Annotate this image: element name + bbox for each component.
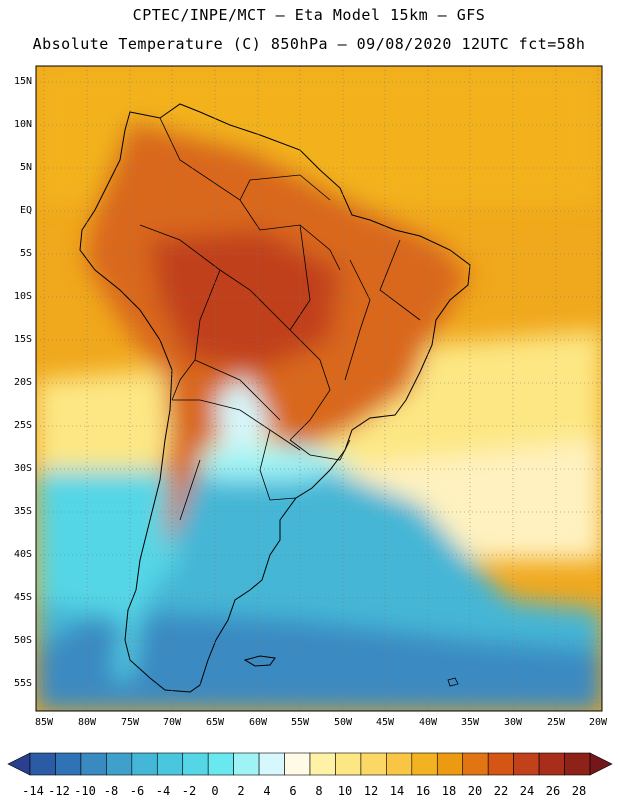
lon-label: 70W <box>162 717 182 728</box>
colorbar-cell <box>360 752 387 776</box>
andes-strip <box>115 470 170 680</box>
colorbar-label: -10 <box>74 784 96 798</box>
lon-label: 25W <box>546 717 566 728</box>
colorbar-label: 4 <box>263 784 271 798</box>
colorbar-label: 20 <box>467 784 483 798</box>
cold-tongue-2 <box>200 445 360 480</box>
colorbar-cell <box>156 752 184 776</box>
lat-label: 15S <box>13 334 32 345</box>
colorbar-cell <box>564 752 591 776</box>
lat-label: 35S <box>13 506 32 517</box>
lon-label: 80W <box>77 717 97 728</box>
lat-label: 30S <box>13 463 32 474</box>
colorbar <box>7 752 613 776</box>
lon-label: 20W <box>588 717 608 728</box>
colorbar-cell <box>233 752 260 776</box>
colorbar-cell <box>258 752 285 776</box>
colorbar-cell <box>284 752 311 776</box>
colorbar-cell <box>513 752 540 776</box>
south-america-coastline <box>79 103 471 693</box>
lat-label: 5S <box>19 248 32 259</box>
colorbar-label: -6 <box>129 784 145 798</box>
lon-label: 75W <box>120 717 140 728</box>
country-borders <box>139 117 421 521</box>
colorbar-cell <box>55 752 82 776</box>
cold-ocean-deep <box>36 610 602 711</box>
colorbar-cell <box>436 752 464 776</box>
lat-label: 55S <box>13 678 32 689</box>
colorbar-label: 28 <box>571 784 587 798</box>
colorbar-cell <box>207 752 234 776</box>
colorbar-label: -8 <box>103 784 119 798</box>
pale-band <box>330 440 602 560</box>
map-title: CPTEC/INPE/MCT – Eta Model 15km – GFS <box>132 6 486 24</box>
map-subtitle: Absolute Temperature (C) 850hPa – 09/08/… <box>32 35 586 53</box>
lat-label: 40S <box>13 549 32 560</box>
lat-label: 45S <box>13 592 32 603</box>
colorbar-cell <box>7 752 31 776</box>
lat-label: 10N <box>13 119 32 130</box>
lon-label: 45W <box>375 717 395 728</box>
continent-hot <box>150 230 340 370</box>
colorbar-label: -2 <box>181 784 197 798</box>
lon-label: 30W <box>503 717 523 728</box>
map-frame <box>35 65 603 712</box>
colorbar-cell <box>131 752 158 776</box>
lon-label: 60W <box>248 717 268 728</box>
lon-label: 40W <box>418 717 438 728</box>
colorbar-label: 0 <box>211 784 219 798</box>
lon-label: 65W <box>205 717 225 728</box>
lat-label: EQ <box>19 205 32 216</box>
colorbar-cell <box>80 752 107 776</box>
colorbar-label: 22 <box>493 784 509 798</box>
lon-label: 35W <box>460 717 480 728</box>
lon-label: 85W <box>34 717 54 728</box>
lat-label: 50S <box>13 635 32 646</box>
colorbar-cell <box>335 752 362 776</box>
lat-label: 10S <box>13 291 32 302</box>
colorbar-cell <box>589 752 613 776</box>
lat-label: 5N <box>19 162 32 173</box>
colorbar-label: 18 <box>441 784 457 798</box>
colorbar-label: -12 <box>48 784 70 798</box>
colorbar-label: 24 <box>519 784 535 798</box>
lon-label: 55W <box>290 717 310 728</box>
colorbar-cell <box>309 752 336 776</box>
colorbar-label: 14 <box>389 784 405 798</box>
colorbar-label: 10 <box>337 784 353 798</box>
small-island <box>447 677 459 687</box>
colorbar-label: -14 <box>22 784 44 798</box>
colorbar-label: 8 <box>315 784 323 798</box>
lat-label: 25S <box>13 420 32 431</box>
lon-label: 50W <box>333 717 353 728</box>
colorbar-cell <box>106 752 133 776</box>
colorbar-label: 16 <box>415 784 431 798</box>
colorbar-label: 12 <box>363 784 379 798</box>
lat-label: 20S <box>13 377 32 388</box>
colorbar-cell <box>386 752 413 776</box>
colorbar-cell <box>29 752 56 776</box>
colorbar-cell <box>538 752 565 776</box>
colorbar-label: 26 <box>545 784 561 798</box>
falkland-islands <box>243 655 276 667</box>
colorbar-cell <box>462 752 489 776</box>
colorbar-label: 2 <box>237 784 245 798</box>
colorbar-cell <box>411 752 438 776</box>
colorbar-label: -4 <box>155 784 171 798</box>
colorbar-cell <box>487 752 514 776</box>
colorbar-label: 6 <box>289 784 297 798</box>
colorbar-cell <box>182 752 209 776</box>
lat-label: 15N <box>13 76 32 87</box>
